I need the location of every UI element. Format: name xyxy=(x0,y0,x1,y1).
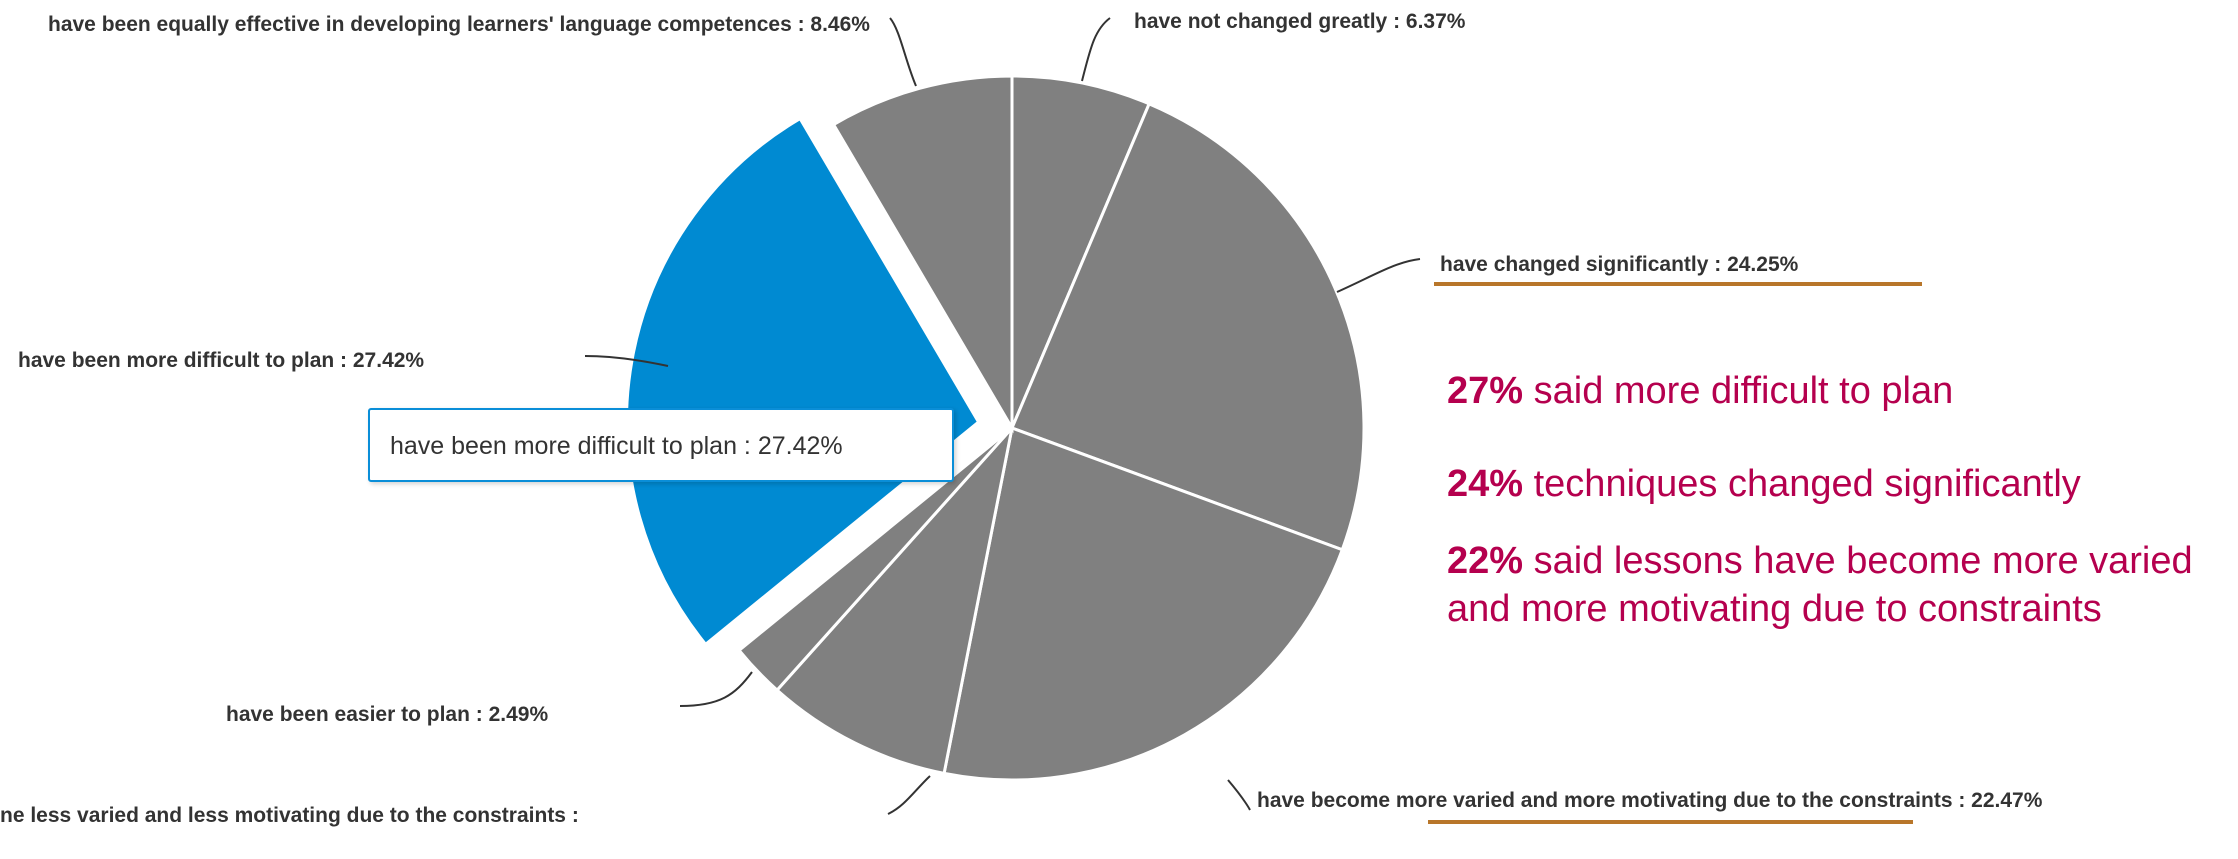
underline-more-varied xyxy=(1428,820,1913,824)
label-less-varied: ne less varied and less motivating due t… xyxy=(0,804,579,827)
label-not-changed-greatly: have not changed greatly : 6.37% xyxy=(1134,10,1466,33)
leader-line-1 xyxy=(1081,17,1111,82)
leader-line-5 xyxy=(679,671,753,707)
label-changed-significantly: have changed significantly : 24.25% xyxy=(1440,253,1799,276)
label-more-difficult-to-plan: have been more difficult to plan : 27.42… xyxy=(18,349,425,372)
underline-changed-significantly xyxy=(1434,282,1922,286)
leader-line-4 xyxy=(887,775,931,815)
summary-more-difficult: 27% said more difficult to plan xyxy=(1447,367,2238,415)
summary-changed-significantly-pct: 24% xyxy=(1447,463,1524,505)
leader-line-7 xyxy=(889,17,917,87)
summary-more-varied-pct: 22% xyxy=(1447,540,1524,582)
pie-slice-4[interactable] xyxy=(774,422,1015,776)
pie-slice-1[interactable] xyxy=(1010,74,1152,429)
summary-more-varied-text: said lessons have become more varied and… xyxy=(1447,540,2193,630)
pie-slice-2[interactable] xyxy=(1010,101,1366,552)
leader-line-3 xyxy=(1227,779,1251,811)
summary-more-difficult-pct: 27% xyxy=(1447,370,1524,412)
summary-more-varied: 22% said lessons have become more varied… xyxy=(1447,537,2238,633)
pie-slice-5[interactable] xyxy=(736,426,1014,693)
summary-changed-significantly-text: techniques changed significantly xyxy=(1523,463,2081,505)
pie-slice-3[interactable] xyxy=(942,425,1345,782)
pie-slice-7[interactable] xyxy=(831,74,1014,434)
label-equally-effective: have been equally effective in developin… xyxy=(48,13,870,36)
pie-slices xyxy=(625,74,1366,782)
leader-line-2 xyxy=(1336,258,1421,293)
leader-lines xyxy=(584,17,1421,815)
slice-tooltip: have been more difficult to plan : 27.42… xyxy=(368,408,954,482)
label-more-varied: have become more varied and more motivat… xyxy=(1257,789,2043,812)
leader-line-6 xyxy=(584,355,669,367)
summary-more-difficult-text: said more difficult to plan xyxy=(1523,370,1954,412)
label-easier-to-plan: have been easier to plan : 2.49% xyxy=(226,703,549,726)
summary-changed-significantly: 24% techniques changed significantly xyxy=(1447,460,2238,508)
